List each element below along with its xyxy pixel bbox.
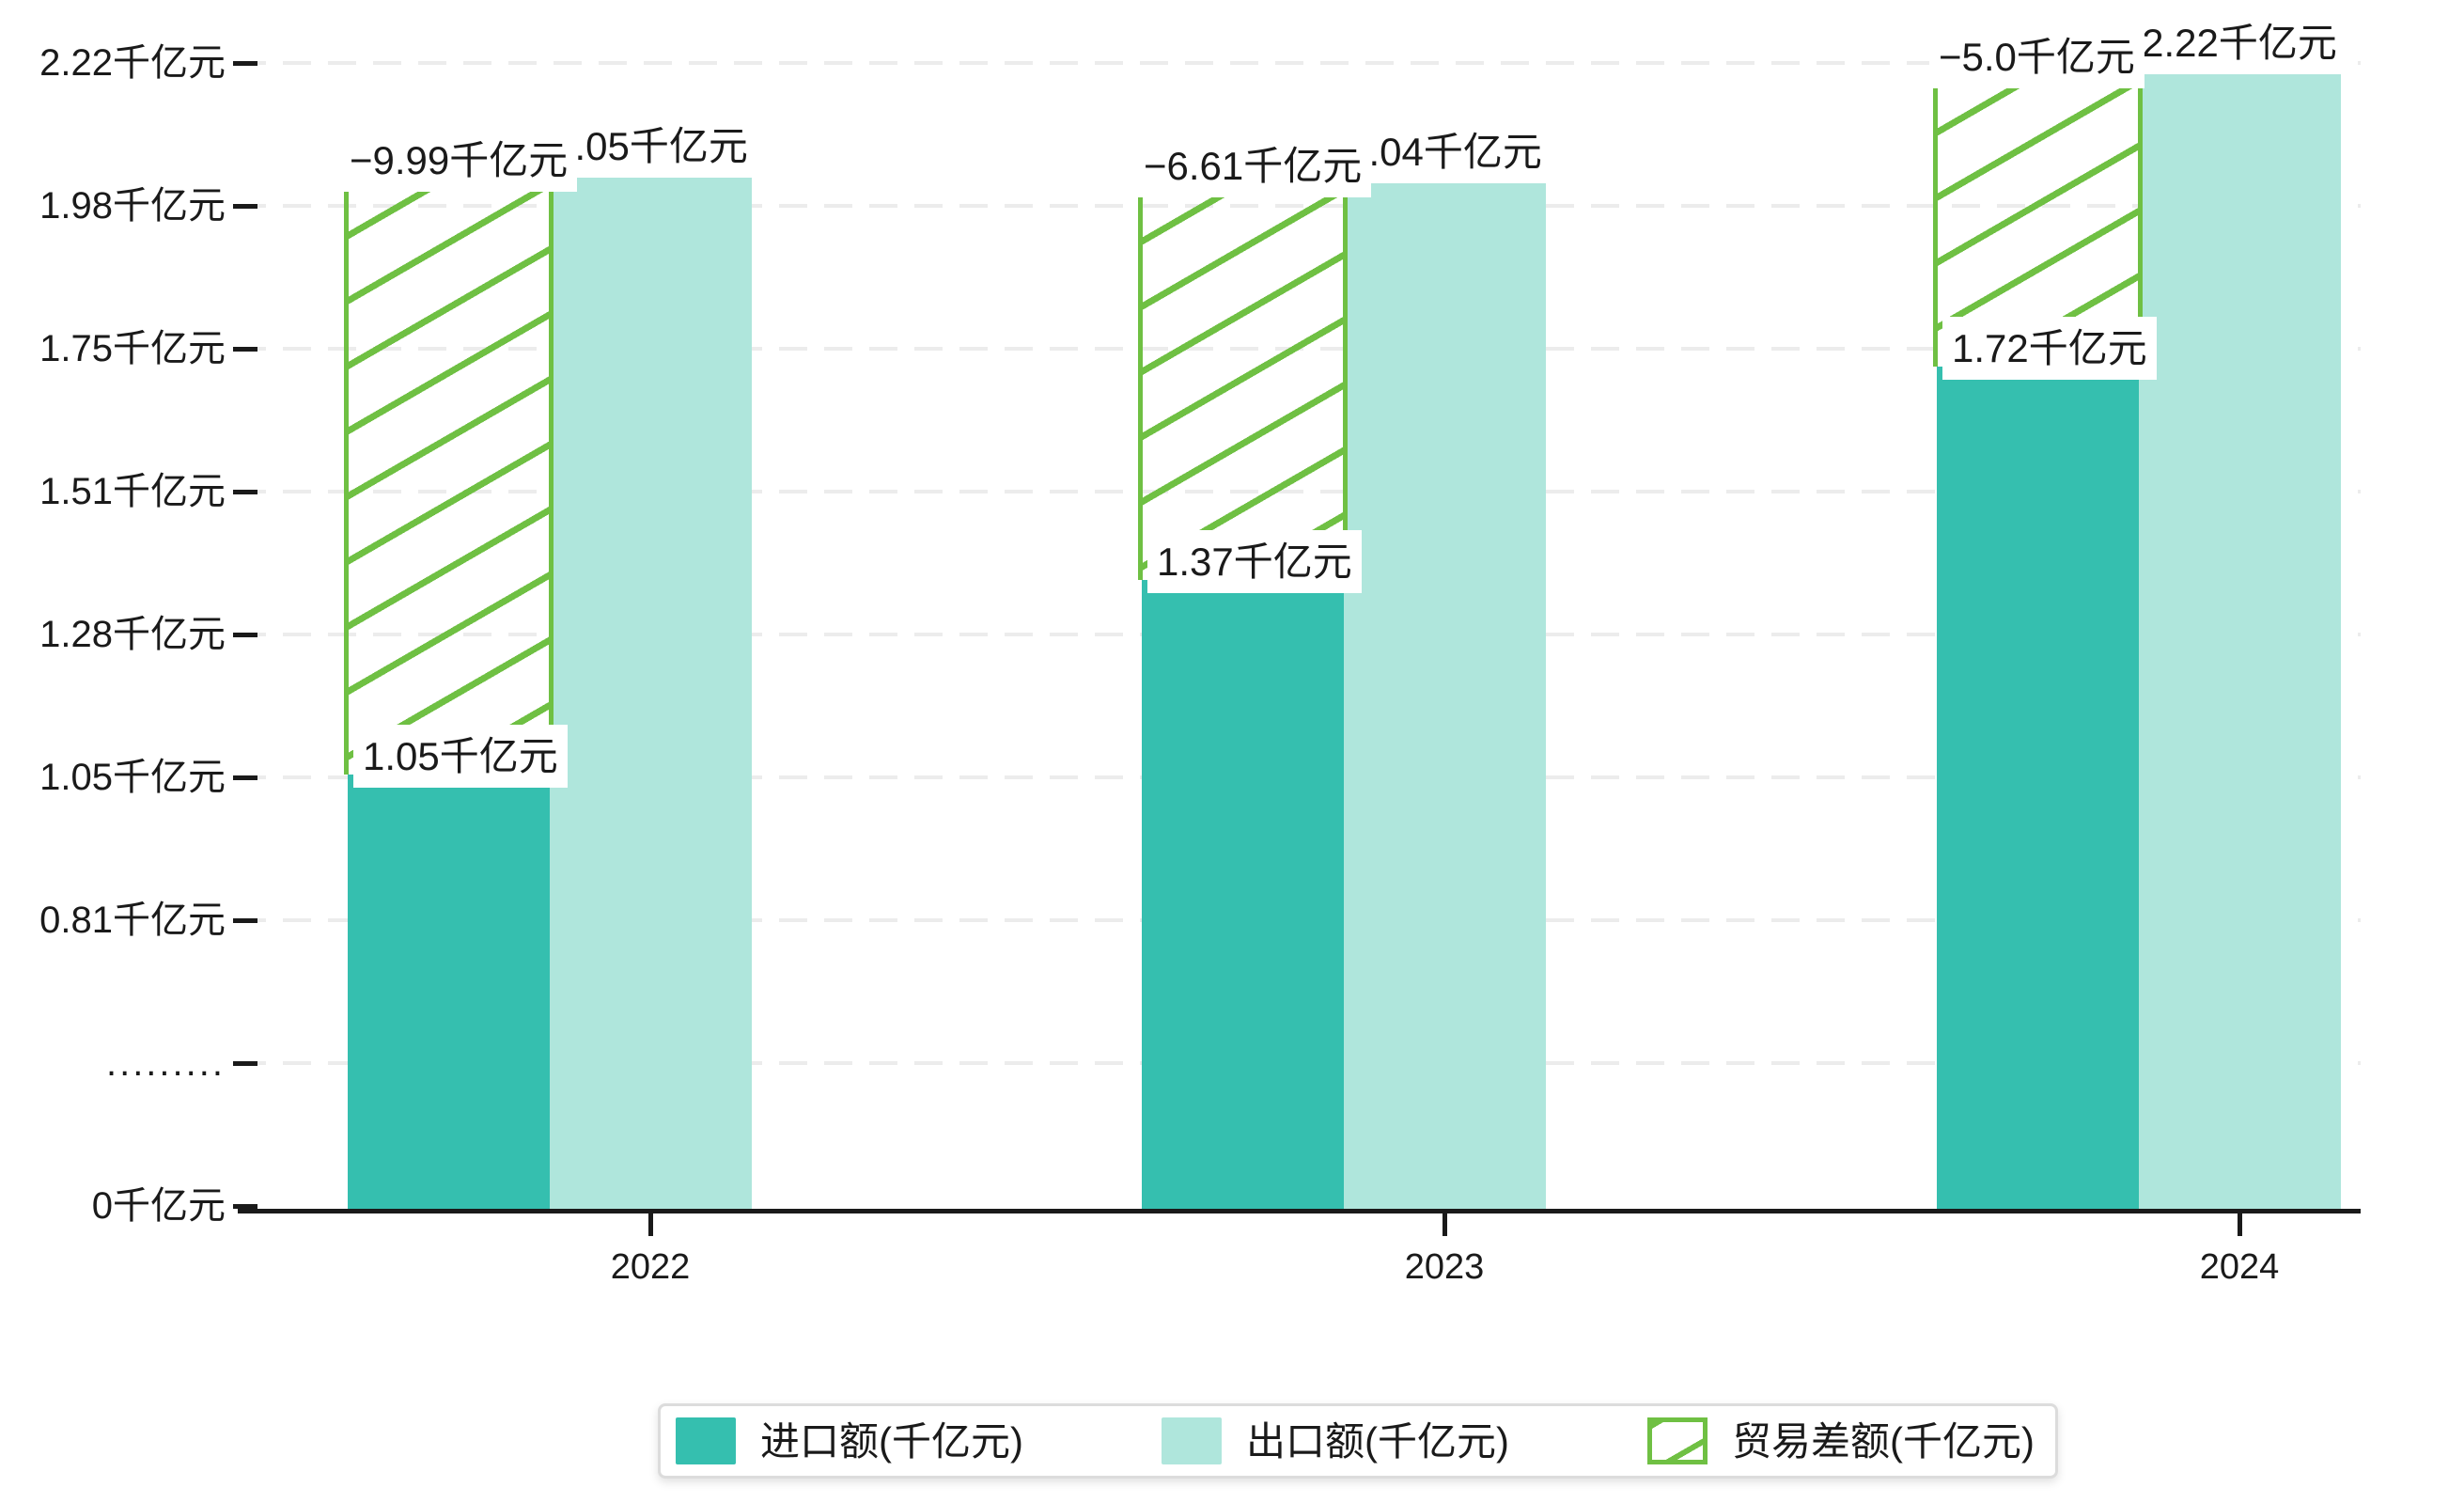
y-tick-label-1.28: 1.28千亿元	[39, 614, 226, 655]
legend-label-import: 进口额(千亿元)	[760, 1418, 1023, 1464]
import-bar-2024	[1937, 367, 2139, 1211]
y-tick-mark-1.98	[233, 204, 257, 209]
legend-item-export: 出口额(千亿元)	[1162, 1416, 1509, 1467]
export-value-label-2022: 2.05千亿元	[543, 114, 757, 178]
legend-label-export: 出口额(千亿元)	[1246, 1418, 1509, 1464]
legend: 进口额(千亿元) 出口额(千亿元) 贸易差额(千亿元)	[658, 1403, 2058, 1479]
import-bar-2022	[348, 774, 550, 1211]
y-tick-label-1.51: 1.51千亿元	[39, 471, 226, 512]
trade-balance-bar-2023	[1138, 172, 1348, 580]
y-tick-label-2.22: 2.22千亿元	[39, 42, 226, 84]
legend-item-import: 进口额(千亿元)	[676, 1416, 1023, 1467]
y-tick-mark-0	[233, 1204, 257, 1209]
import-value-label-2023: 1.37千亿元	[1147, 529, 1362, 593]
export-value-label-2023: 2.04千亿元	[1337, 120, 1552, 184]
export-bar-2022	[550, 165, 752, 1211]
import-bar-2023	[1142, 579, 1344, 1211]
legend-item-trade-balance: 贸易差额(千亿元)	[1647, 1416, 2035, 1467]
import-swatch-icon	[676, 1417, 736, 1464]
x-tick-label-2023: 2023	[1404, 1247, 1485, 1287]
gridline-2.22	[238, 61, 2361, 65]
y-tick-label-1.98: 1.98千亿元	[39, 185, 226, 227]
x-tick-mark-2024	[2238, 1213, 2242, 1236]
import-value-label-2022: 1.05千亿元	[353, 724, 568, 788]
y-axis-break-label: .........	[105, 1042, 226, 1084]
import-value-label-2024: 1.72千亿元	[1942, 317, 2157, 381]
y-tick-mark-1.05	[233, 775, 257, 780]
trade-balance-bar-2024	[1933, 63, 2143, 368]
y-tick-mark-2.22	[233, 61, 257, 66]
y-tick-label-0.81: 0.81千亿元	[39, 900, 226, 941]
trade-balance-value-label-2022: −9.99千亿元	[340, 128, 578, 192]
x-axis-line	[238, 1209, 2361, 1213]
y-tick-label-0: 0千亿元	[91, 1185, 226, 1227]
y-tick-label-1.75: 1.75千亿元	[39, 328, 226, 369]
trade-balance-bar-2022	[344, 165, 554, 775]
export-bar-2024	[2139, 63, 2341, 1211]
x-tick-label-2024: 2024	[2199, 1247, 2280, 1287]
trade-balance-hatch-swatch-icon	[1647, 1417, 1708, 1464]
trade-balance-value-label-2023: −6.61千亿元	[1134, 134, 1372, 198]
legend-label-trade-balance: 贸易差额(千亿元)	[1732, 1418, 2035, 1464]
y-tick-mark-axis-break	[233, 1061, 257, 1066]
trade-balance-value-label-2024: −5.0千亿元	[1929, 25, 2144, 88]
x-tick-label-2022: 2022	[610, 1247, 691, 1287]
y-tick-mark-1.28	[233, 633, 257, 637]
export-bar-2023	[1344, 172, 1546, 1211]
y-tick-label-1.05: 1.05千亿元	[39, 757, 226, 798]
x-tick-mark-2023	[1443, 1213, 1447, 1236]
export-value-label-2024: 2.22千亿元	[2132, 11, 2347, 74]
y-tick-mark-0.81	[233, 918, 257, 923]
x-tick-mark-2022	[648, 1213, 653, 1236]
y-tick-mark-1.75	[233, 347, 257, 352]
y-tick-mark-1.51	[233, 490, 257, 494]
export-swatch-icon	[1162, 1417, 1222, 1464]
